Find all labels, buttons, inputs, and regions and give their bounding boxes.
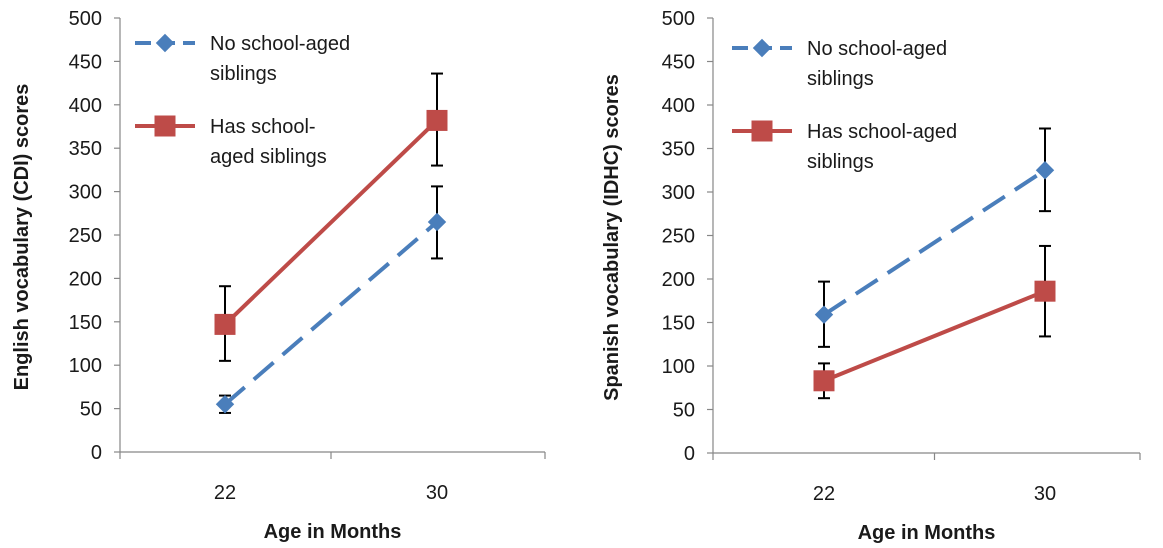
x-axis-label: Age in Months <box>264 521 402 543</box>
legend-marker <box>752 38 772 58</box>
legend-marker <box>751 120 773 142</box>
legend-label: aged siblings <box>210 146 327 168</box>
y-tick-label: 200 <box>662 269 695 291</box>
legend-label: siblings <box>807 68 874 90</box>
y-tick-label: 100 <box>69 355 102 377</box>
y-tick-label: 200 <box>69 268 102 290</box>
legend-label: Has school-aged <box>807 121 957 143</box>
y-tick-label: 100 <box>662 356 695 378</box>
x-tick-label: 22 <box>813 483 835 505</box>
x-tick-label: 30 <box>426 482 448 504</box>
data-point <box>814 305 834 324</box>
y-tick-label: 300 <box>662 182 695 204</box>
data-point <box>426 109 448 131</box>
x-axis-label: Age in Months <box>858 522 996 544</box>
legend-label: siblings <box>210 63 277 85</box>
series-line <box>223 118 439 326</box>
legend-item: Has school-aged siblings <box>135 115 327 168</box>
y-tick-label: 250 <box>662 226 695 248</box>
y-tick-label: 350 <box>69 138 102 160</box>
y-tick-label: 150 <box>69 312 102 334</box>
legend-label: No school-aged <box>807 38 947 60</box>
y-tick-label: 50 <box>80 399 102 421</box>
legend-item: No school-aged siblings <box>135 33 350 85</box>
series-line <box>223 220 439 406</box>
y-tick-label: 400 <box>69 95 102 117</box>
legend-label: Has school- <box>210 116 316 138</box>
data-point <box>1034 280 1056 302</box>
y-tick-label: 450 <box>69 51 102 73</box>
series-1 <box>215 185 447 414</box>
legend-marker <box>154 115 176 137</box>
legend-item: No school-aged siblings <box>732 38 947 90</box>
y-tick-label: 250 <box>69 225 102 247</box>
y-tick-label: 150 <box>662 313 695 335</box>
y-tick-label: 0 <box>684 443 695 465</box>
y-tick-label: 300 <box>69 182 102 204</box>
y-tick-label: 0 <box>91 442 102 464</box>
data-point <box>215 395 235 414</box>
y-tick-label: 450 <box>662 52 695 74</box>
y-tick-label: 50 <box>673 400 695 422</box>
y-tick-label: 500 <box>662 8 695 30</box>
data-point <box>214 313 236 335</box>
series-line <box>823 289 1046 383</box>
legend-label: siblings <box>807 151 874 173</box>
y-axis-label: Spanish vocabulary (IDHC) scores <box>601 74 623 401</box>
legend-item: Has school-aged siblings <box>732 120 957 173</box>
chart-1: 0 50 100 150 200 250 300 350 400 450 500 22 30 Age in… <box>11 8 546 543</box>
legend-marker <box>155 33 175 53</box>
y-tick-label: 350 <box>662 139 695 161</box>
series-1 <box>814 127 1055 348</box>
x-tick-label: 22 <box>214 482 236 504</box>
y-tick-label: 400 <box>662 95 695 117</box>
data-point <box>427 212 447 232</box>
chart-2: 0 50 100 150 200 250 300 350 400 450 500 22 30 Age in… <box>601 8 1141 544</box>
y-tick-label: 500 <box>69 8 102 30</box>
data-point <box>813 370 835 392</box>
y-axis-label: English vocabulary (CDI) scores <box>11 84 33 391</box>
series-line <box>822 168 1047 317</box>
legend-label: No school-aged <box>210 33 350 55</box>
x-tick-label: 30 <box>1034 483 1056 505</box>
data-point <box>1035 161 1055 180</box>
series-2 <box>214 72 448 362</box>
series-2 <box>813 244 1056 400</box>
